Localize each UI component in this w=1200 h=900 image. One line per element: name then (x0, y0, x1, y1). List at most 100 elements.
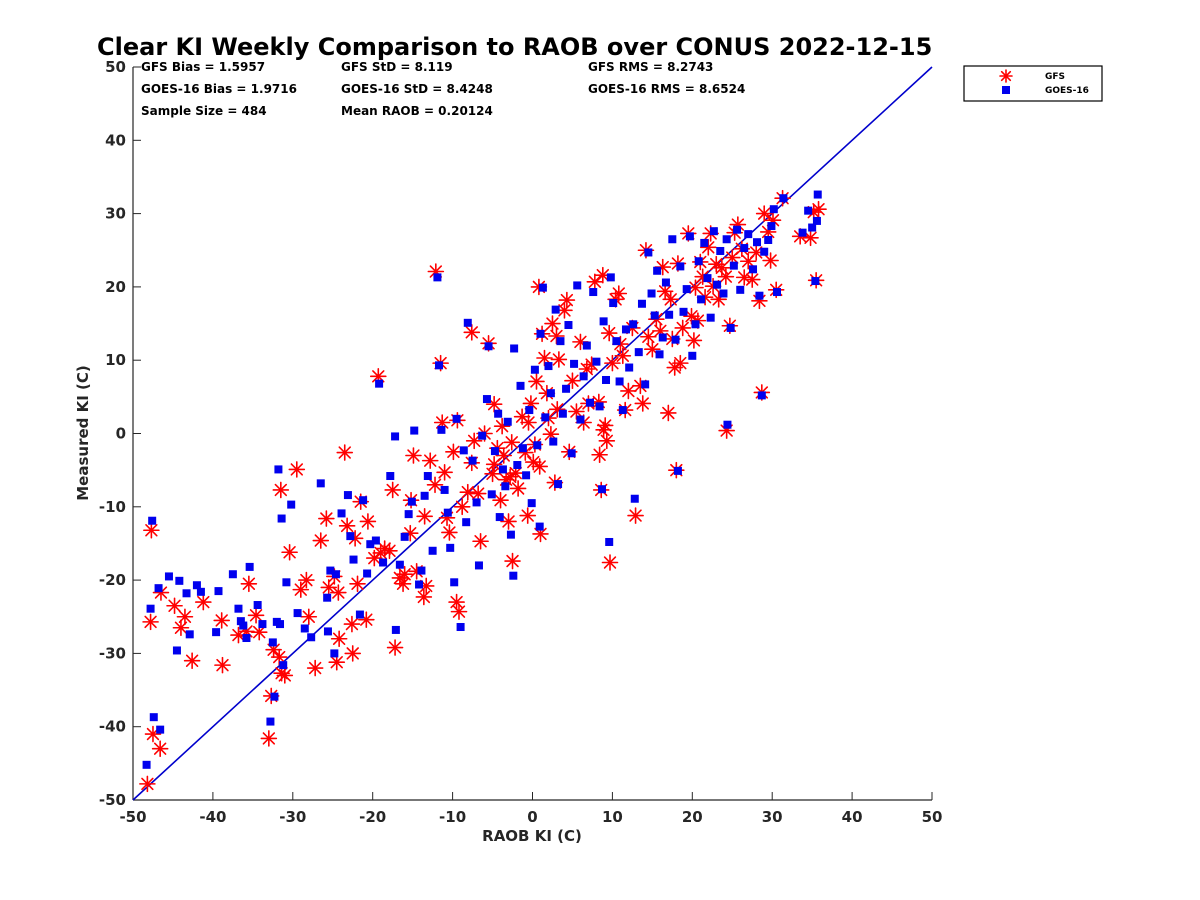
goes-16-point (772, 288, 781, 297)
y-tick-label: 0 (116, 425, 126, 443)
stat-goes-bias: GOES-16 Bias = 1.9716 (141, 82, 297, 96)
goes-16-point (812, 216, 821, 225)
goes-16-point (682, 285, 691, 294)
goes-16-point (629, 320, 638, 329)
goes-16-point (729, 261, 738, 270)
goes-16-point (798, 228, 807, 237)
axes: -50 -40 -30 -20 -10 0 10 20 30 40 50 -50 -40 -30 -20 -1… (99, 58, 943, 826)
gfs-point (504, 552, 521, 570)
goes-16-point (668, 235, 677, 244)
goes-16-point (679, 307, 688, 316)
goes-16-point (410, 426, 419, 435)
gfs-point (717, 268, 735, 285)
legend-goes-label: GOES-16 (1045, 86, 1089, 96)
gfs-point (426, 476, 444, 494)
gfs-point (528, 373, 545, 390)
gfs-point (755, 205, 773, 222)
goes-16-point (582, 341, 591, 350)
goes-16-point (736, 285, 745, 294)
gfs-point (604, 354, 621, 372)
goes-16-point (417, 566, 426, 575)
goes-16-point (602, 375, 611, 384)
legend-box (963, 65, 1103, 102)
gfs-point (500, 513, 517, 530)
goes-16-point (287, 500, 296, 509)
goes-16-point (694, 257, 703, 266)
goes-16-point (242, 634, 251, 643)
goes-16-point (463, 318, 472, 327)
goes-16-point (671, 335, 680, 344)
goes-16-point (423, 472, 432, 481)
gfs-point (509, 480, 527, 497)
gfs-point (463, 324, 481, 341)
goes-16-point (355, 610, 364, 619)
goes-16-point (579, 372, 588, 381)
goes-16-point (501, 482, 510, 491)
goes-16-point (154, 584, 163, 593)
goes-16-point (592, 357, 601, 366)
goes-16-point (323, 593, 332, 602)
goes-16-point (404, 510, 413, 519)
goes-16-point (462, 518, 471, 527)
gfs-point (415, 588, 433, 606)
goes-16-point (685, 232, 694, 241)
goes-16-point (236, 617, 245, 626)
gfs-point (448, 593, 465, 611)
goes-16-point (700, 238, 709, 247)
gfs-point (674, 319, 692, 337)
goes-16-point (146, 604, 155, 613)
goes-16-point (655, 350, 664, 359)
goes-16-point (266, 717, 275, 726)
y-axis-label: Measured KI (C) (74, 365, 92, 501)
goes-16-point (551, 305, 560, 314)
legend-gfs-asterisk (999, 69, 1013, 83)
goes-16-point (293, 609, 302, 618)
gfs-point (492, 491, 509, 509)
goes-16-point (253, 601, 262, 610)
goes-16-point (375, 379, 384, 388)
gfs-point (288, 461, 306, 478)
goes-16-point (760, 247, 769, 256)
goes-16-point (641, 380, 650, 389)
goes-16-point (644, 248, 653, 257)
gfs-point (281, 543, 298, 561)
gfs-point (247, 606, 265, 624)
goes-16-point (609, 299, 618, 308)
goes-16-point (536, 329, 545, 338)
goes-16-point (719, 289, 728, 298)
goes-16-point (503, 417, 512, 426)
goes-16-point (366, 540, 375, 549)
gfs-point (306, 659, 324, 677)
gfs-point (276, 667, 294, 684)
gfs-point (762, 252, 779, 269)
gfs-point (405, 447, 422, 464)
goes-16-point (228, 570, 237, 579)
goes-16-point (637, 299, 646, 308)
gfs-point (396, 565, 413, 583)
y-tick-label: -50 (99, 791, 126, 809)
goes-16-point (185, 630, 194, 639)
goes-16-point (625, 363, 634, 372)
goes-16-point (506, 530, 515, 539)
legend-gfs-marker (999, 69, 1013, 83)
gfs-point (531, 458, 548, 475)
goes-16-point (573, 281, 582, 290)
goes-16-point (605, 537, 614, 546)
gfs-point (166, 597, 183, 615)
x-tick-label: -40 (199, 808, 226, 826)
goes-16-point (804, 206, 813, 215)
gfs-point (634, 395, 652, 412)
goes-16-point (576, 415, 585, 424)
goes-16-point (757, 391, 766, 400)
gfs-point (620, 382, 637, 400)
gfs-point (743, 271, 761, 288)
x-axis-label: RAOB KI (C) (482, 827, 582, 845)
goes-16-point (673, 466, 682, 475)
gfs-point (586, 273, 604, 291)
goes-16-point (435, 361, 444, 370)
goes-16-point (279, 661, 288, 670)
goes-16-point (599, 317, 608, 326)
gfs-point (450, 603, 468, 620)
x-tick-label: -10 (439, 808, 466, 826)
goes-16-point (452, 414, 461, 423)
